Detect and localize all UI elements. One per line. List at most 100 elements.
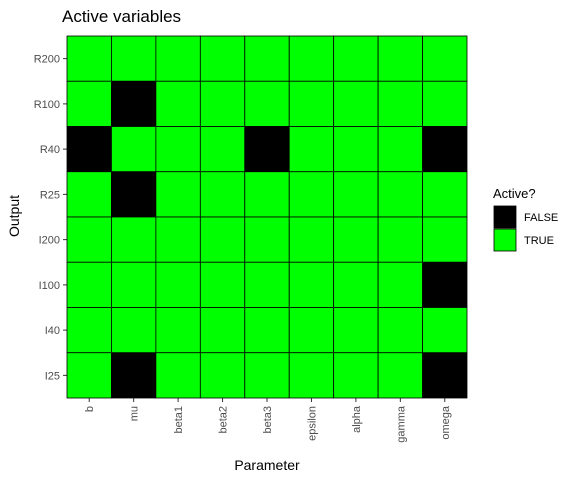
legend: Active? FALSE TRUE [493,186,558,252]
heatmap-cell [244,261,290,308]
heatmap-cell [111,126,157,173]
x-tick-label: mu [129,406,141,421]
x-tick-labels: b mu beta1 beta2 beta3 epsilon alpha gamma omega [84,405,452,443]
heatmap-cell [111,261,157,308]
heatmap-cell [155,261,201,308]
heatmap-cell [111,216,157,263]
heatmap-cell [244,35,290,82]
legend-label: FALSE [524,212,558,224]
heatmap-cell [333,171,379,218]
heatmap-cell [111,171,157,218]
heatmap-cell [422,352,468,399]
heatmap-cell [155,216,201,263]
heatmap-cell [244,307,290,354]
heatmap-cell [288,261,335,308]
heatmap-cell [288,80,335,127]
heatmap-cell [288,352,335,399]
x-tick-label: gamma [395,405,407,443]
heatmap-cell [333,126,379,173]
y-tick-labels: R200 R100 R40 R25 I200 I100 I40 I25 [34,54,60,383]
y-axis-title: Output [6,195,22,237]
heatmap-cell [244,352,290,399]
heatmap-cell [66,80,112,127]
legend-title: Active? [493,186,536,201]
heatmap-cell [422,171,468,218]
heatmap-cell [377,261,423,308]
heatmap-cell [377,216,423,263]
heatmap-cell [377,352,423,399]
heatmap-cell [199,126,246,173]
y-tick-label: R40 [40,144,60,156]
heatmap-cell [155,126,201,173]
heatmap-cell [333,216,379,263]
heatmap-cell [333,352,379,399]
heatmap-cell [199,352,246,399]
legend-key [493,228,517,252]
y-tick-label: R100 [34,99,60,111]
heatmap-cell [66,171,112,218]
legend-label: TRUE [524,235,554,247]
x-tick-label: alpha [351,405,363,433]
heatmap-cell [377,307,423,354]
x-tick-label: omega [440,405,452,440]
heatmap-cell [422,307,468,354]
heatmap-cell [244,216,290,263]
heatmap-cell [66,216,112,263]
heatmap-cell [288,307,335,354]
heatmap-cell [333,307,379,354]
heatmap-cell [111,307,157,354]
heatmap-cell [422,80,468,127]
heatmap-cell [244,126,290,173]
heatmap-cell [155,80,201,127]
heatmap-cell [199,307,246,354]
heatmap-cell [422,216,468,263]
heatmap-cell [66,126,112,173]
chart-title: Active variables [62,7,181,26]
x-axis-title: Parameter [234,457,300,473]
heatmap-cell [66,35,112,82]
heatmap-cell [155,35,201,82]
heatmap-cell [111,35,157,82]
heatmap-cell [199,80,246,127]
heatmap-cell [377,35,423,82]
heatmap-cell [66,261,112,308]
heatmap-cells [66,35,468,399]
heatmap-cell [288,126,335,173]
heatmap-cell [244,171,290,218]
heatmap-cell [333,261,379,308]
y-tick-label: I100 [39,280,60,292]
heatmap-cell [333,80,379,127]
heatmap-cell [155,352,201,399]
tick-marks [63,58,446,402]
heatmap-cell [199,216,246,263]
y-tick-label: I25 [45,370,60,382]
heatmap-cell [66,307,112,354]
heatmap-cell [244,80,290,127]
heatmap-cell [422,126,468,173]
heatmap-cell [66,352,112,399]
heatmap-cell [199,35,246,82]
x-tick-label: beta1 [173,406,185,434]
x-tick-label: beta3 [262,406,274,434]
heatmap-cell [288,216,335,263]
heatmap-cell [377,171,423,218]
heatmap-cell [377,80,423,127]
y-tick-label: I40 [45,325,60,337]
heatmap-cell [155,171,201,218]
heatmap-cell [422,35,468,82]
heatmap-cell [288,171,335,218]
heatmap-cell [111,352,157,399]
heatmap-cell [333,35,379,82]
heatmap-cell [377,126,423,173]
x-tick-label: b [84,406,96,412]
y-tick-label: R200 [34,54,60,66]
x-tick-label: epsilon [306,406,318,441]
heatmap-cell [199,171,246,218]
y-tick-label: R25 [40,189,60,201]
heatmap-cell [155,307,201,354]
legend-key [493,205,517,229]
heatmap-cell [422,261,468,308]
heatmap-cell [199,261,246,308]
heatmap-cell [288,35,335,82]
